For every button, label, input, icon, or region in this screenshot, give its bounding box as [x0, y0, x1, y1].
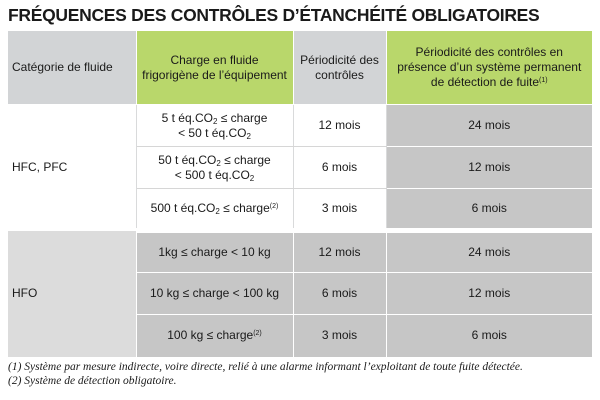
periodicity-cell: 12 mois [293, 104, 387, 147]
charge-cell: 100 kg ≤ charge(2) [136, 314, 294, 357]
header-permanent-detection: Périodicité des contrôles en présence d’… [386, 31, 592, 105]
category-cell-hfc-pfc: HFC, PFC [8, 104, 137, 231]
footnote-ref: (2) [269, 203, 279, 210]
permanent-detection-cell: 12 mois [386, 146, 592, 189]
leak-check-frequency-table: Catégorie de fluide Charge en fluide fri… [8, 31, 592, 357]
table-row: 500 t éq.CO2 ≤ charge(2) 3 mois 6 mois [8, 188, 592, 233]
table-header: Catégorie de fluide Charge en fluide fri… [8, 31, 592, 105]
footnotes: (1) Système par mesure indirecte, voire … [8, 360, 598, 388]
charge-cell: 50 t éq.CO2 ≤ charge < 500 t éq.CO2 [136, 146, 294, 189]
table-row: 10 kg ≤ charge < 100 kg 6 mois 12 mois [8, 272, 592, 315]
charge-cell: 10 kg ≤ charge < 100 kg [136, 272, 294, 315]
charge-cell: 1kg ≤ charge < 10 kg [136, 230, 294, 273]
footnote-ref: (2) [253, 330, 262, 338]
periodicity-cell: 6 mois [293, 272, 387, 315]
footnote-ref: (1) [539, 77, 548, 84]
header-permanent-detection-text: Périodicité des contrôles en présence d’… [397, 45, 582, 89]
permanent-detection-cell: 24 mois [386, 230, 592, 273]
permanent-detection-cell: 12 mois [386, 272, 592, 315]
charge-cell: 5 t éq.CO2 ≤ charge < 50 t éq.CO2 [136, 104, 294, 147]
periodicity-cell: 3 mois [293, 188, 387, 233]
table-row: HFO 1kg ≤ charge < 10 kg 12 mois 24 mois [8, 230, 592, 357]
permanent-detection-cell: 6 mois [386, 314, 592, 357]
periodicity-cell: 3 mois [293, 314, 387, 357]
table-row: HFC, PFC 5 t éq.CO2 ≤ charge < 50 t éq.CO… [8, 104, 592, 231]
permanent-detection-cell: 6 mois [386, 188, 592, 233]
table-row: 100 kg ≤ charge(2) 3 mois 6 mois [8, 314, 592, 357]
header-category: Catégorie de fluide [8, 31, 137, 105]
permanent-detection-cell: 24 mois [386, 104, 592, 147]
footnote-2: (2) Système de détection obligatoire. [8, 375, 177, 387]
group-hfc-pfc: HFC, PFC 5 t éq.CO2 ≤ charge < 50 t éq.CO… [8, 104, 592, 233]
charge-cell: 500 t éq.CO2 ≤ charge(2) [136, 188, 294, 233]
periodicity-cell: 12 mois [293, 230, 387, 273]
header-charge: Charge en fluide frigorigène de l’équipe… [136, 31, 294, 105]
periodicity-cell: 6 mois [293, 146, 387, 189]
category-cell-hfo: HFO [8, 230, 137, 357]
table-row: 50 t éq.CO2 ≤ charge < 500 t éq.CO2 6 moi… [8, 146, 592, 189]
page-title: FRÉQUENCES DES CONTRÔLES D’ÉTANCHÉITÉ OB… [8, 5, 540, 25]
header-periodicity: Périodicité des contrôles [293, 31, 387, 105]
footnote-1: (1) Système par mesure indirecte, voire … [8, 361, 523, 373]
group-hfo: HFO 1kg ≤ charge < 10 kg 12 mois 24 mois… [8, 230, 592, 357]
